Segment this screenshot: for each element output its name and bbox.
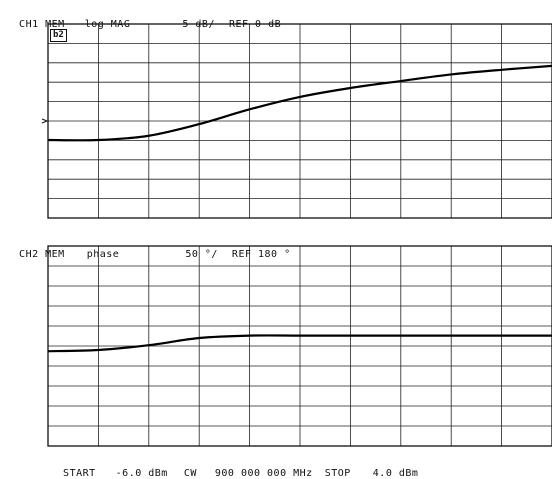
ch1-reference-marker <box>41 118 49 124</box>
ch2-grid <box>48 246 552 446</box>
ch2-reference: REF 180 ° <box>231 249 291 260</box>
ch2-trace-line <box>47 334 552 353</box>
ch2-format: phase <box>86 249 120 260</box>
ch2-scale: 50 °/ <box>185 249 218 260</box>
ch2-channel: CH2 <box>19 249 39 260</box>
ch1-plot <box>41 23 552 219</box>
ch1-channel: CH1 <box>19 19 39 30</box>
ch2-header: CH2 MEM phase 50 °/ REF 180 ° <box>6 238 291 260</box>
ch2-plot <box>47 245 552 447</box>
ch1-grid <box>48 24 552 218</box>
ch1-trace-line <box>47 64 552 142</box>
ch2-graticule-frame <box>47 245 552 447</box>
ch2-memory: MEM <box>45 249 65 260</box>
ch1-marker-tag-text: b2 <box>53 30 64 40</box>
footer-bar: START -6.0 dBm CW 900 000 000 MHz STOP 4.0 dB… <box>50 457 418 479</box>
ch1-marker-tag: b2 <box>50 29 67 42</box>
